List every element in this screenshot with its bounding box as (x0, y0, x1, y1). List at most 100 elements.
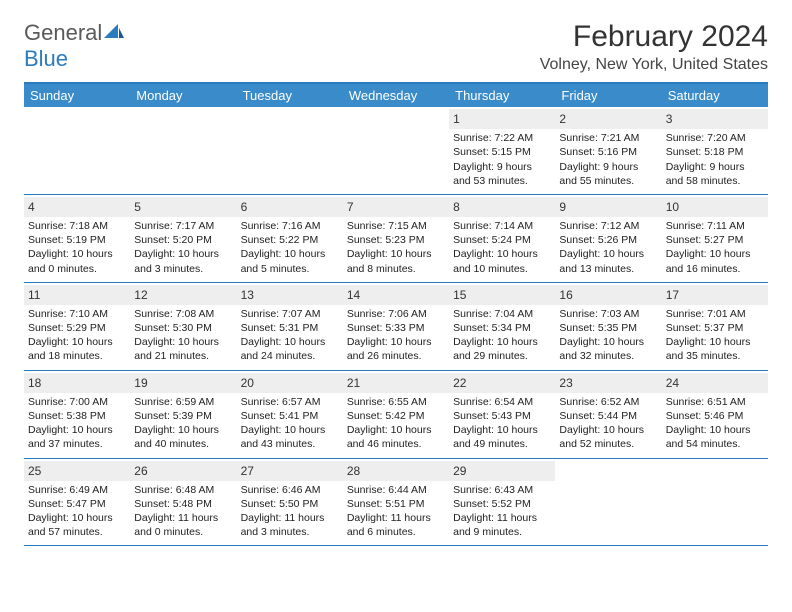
day-detail: Sunrise: 7:16 AM (241, 219, 339, 233)
day-detail: Daylight: 9 hours (453, 160, 551, 174)
day-detail: and 40 minutes. (134, 437, 232, 451)
day-header-sun: Sunday (24, 84, 130, 107)
title-block: February 2024 Volney, New York, United S… (540, 20, 768, 74)
day-detail: Sunset: 5:38 PM (28, 409, 126, 423)
day-number: 22 (449, 373, 555, 393)
weeks-container: ....1Sunrise: 7:22 AMSunset: 5:15 PMDayl… (24, 107, 768, 546)
day-detail: and 58 minutes. (666, 174, 764, 188)
day-cell: 19Sunrise: 6:59 AMSunset: 5:39 PMDayligh… (130, 371, 236, 458)
day-detail: Sunset: 5:20 PM (134, 233, 232, 247)
day-detail: and 46 minutes. (347, 437, 445, 451)
day-detail: Sunset: 5:23 PM (347, 233, 445, 247)
day-cell: 4Sunrise: 7:18 AMSunset: 5:19 PMDaylight… (24, 195, 130, 282)
day-cell: 24Sunrise: 6:51 AMSunset: 5:46 PMDayligh… (662, 371, 768, 458)
day-detail: Sunrise: 7:07 AM (241, 307, 339, 321)
week-row: 4Sunrise: 7:18 AMSunset: 5:19 PMDaylight… (24, 195, 768, 283)
day-detail: Daylight: 11 hours (347, 511, 445, 525)
day-header-thu: Thursday (449, 84, 555, 107)
day-detail: Daylight: 10 hours (134, 423, 232, 437)
day-headers: Sunday Monday Tuesday Wednesday Thursday… (24, 84, 768, 107)
week-row: 11Sunrise: 7:10 AMSunset: 5:29 PMDayligh… (24, 283, 768, 371)
day-detail: and 37 minutes. (28, 437, 126, 451)
day-number: 3 (662, 109, 768, 129)
day-number: 28 (343, 461, 449, 481)
day-detail: and 21 minutes. (134, 349, 232, 363)
day-number: 11 (24, 285, 130, 305)
day-number: 23 (555, 373, 661, 393)
day-detail: Sunrise: 7:03 AM (559, 307, 657, 321)
day-detail: Sunrise: 7:18 AM (28, 219, 126, 233)
day-cell: . (662, 459, 768, 546)
day-detail: and 35 minutes. (666, 349, 764, 363)
day-detail: Sunrise: 7:01 AM (666, 307, 764, 321)
day-detail: Daylight: 10 hours (559, 423, 657, 437)
day-detail: Sunset: 5:33 PM (347, 321, 445, 335)
day-cell: 1Sunrise: 7:22 AMSunset: 5:15 PMDaylight… (449, 107, 555, 194)
day-detail: Sunset: 5:42 PM (347, 409, 445, 423)
day-detail: Daylight: 10 hours (559, 247, 657, 261)
day-detail: and 6 minutes. (347, 525, 445, 539)
day-cell: 22 Sunrise: 6:54 AMSunset: 5:43 PMDayligh… (449, 371, 555, 458)
day-cell: 26 Sunrise: 6:48 AMSunset: 5:48 PMDayligh… (130, 459, 236, 546)
day-detail: and 55 minutes. (559, 174, 657, 188)
day-detail: Sunset: 5:15 PM (453, 145, 551, 159)
location: Volney, New York, United States (540, 56, 768, 74)
day-detail: Sunrise: 7:15 AM (347, 219, 445, 233)
day-detail: Sunset: 5:29 PM (28, 321, 126, 335)
day-number: 8 (449, 197, 555, 217)
day-detail: Daylight: 10 hours (347, 247, 445, 261)
day-detail: Daylight: 11 hours (453, 511, 551, 525)
day-number: 26 (130, 461, 236, 481)
day-detail: Sunrise: 6:54 AM (453, 395, 551, 409)
day-cell: 15Sunrise: 7:04 AMSunset: 5:34 PMDayligh… (449, 283, 555, 370)
day-cell: . (555, 459, 661, 546)
day-number: 16 (555, 285, 661, 305)
day-detail: Sunset: 5:48 PM (134, 497, 232, 511)
day-number: 4 (24, 197, 130, 217)
day-detail: Daylight: 11 hours (241, 511, 339, 525)
day-detail: Sunrise: 6:51 AM (666, 395, 764, 409)
day-detail: and 53 minutes. (453, 174, 551, 188)
day-detail: Daylight: 11 hours (134, 511, 232, 525)
day-detail: Sunset: 5:39 PM (134, 409, 232, 423)
day-detail: Daylight: 10 hours (453, 423, 551, 437)
day-detail: and 0 minutes. (134, 525, 232, 539)
day-detail: Sunrise: 6:43 AM (453, 483, 551, 497)
day-detail: Sunrise: 7:17 AM (134, 219, 232, 233)
day-detail: and 13 minutes. (559, 262, 657, 276)
day-detail: Sunset: 5:47 PM (28, 497, 126, 511)
week-row: 18Sunrise: 7:00 AMSunset: 5:38 PMDayligh… (24, 371, 768, 459)
week-row: 25Sunrise: 6:49 AMSunset: 5:47 PMDayligh… (24, 459, 768, 547)
day-detail: Daylight: 10 hours (134, 247, 232, 261)
day-cell: 25Sunrise: 6:49 AMSunset: 5:47 PMDayligh… (24, 459, 130, 546)
day-number: 9 (555, 197, 661, 217)
day-detail: Sunset: 5:52 PM (453, 497, 551, 511)
day-detail: Sunrise: 6:48 AM (134, 483, 232, 497)
day-detail: Sunset: 5:43 PM (453, 409, 551, 423)
day-detail: Sunset: 5:16 PM (559, 145, 657, 159)
day-detail: and 16 minutes. (666, 262, 764, 276)
day-number: 27 (237, 461, 343, 481)
header: GeneralBlue February 2024 Volney, New Yo… (24, 20, 768, 74)
day-detail: Sunrise: 7:20 AM (666, 131, 764, 145)
day-cell: 20Sunrise: 6:57 AMSunset: 5:41 PMDayligh… (237, 371, 343, 458)
day-detail: Daylight: 10 hours (241, 335, 339, 349)
week-row: ....1Sunrise: 7:22 AMSunset: 5:15 PMDayl… (24, 107, 768, 195)
day-cell: 13Sunrise: 7:07 AMSunset: 5:31 PMDayligh… (237, 283, 343, 370)
calendar: Sunday Monday Tuesday Wednesday Thursday… (24, 82, 768, 546)
day-detail: and 8 minutes. (347, 262, 445, 276)
day-detail: Sunset: 5:44 PM (559, 409, 657, 423)
day-cell: . (130, 107, 236, 194)
day-cell: 12Sunrise: 7:08 AMSunset: 5:30 PMDayligh… (130, 283, 236, 370)
day-cell: . (24, 107, 130, 194)
day-cell: 29Sunrise: 6:43 AMSunset: 5:52 PMDayligh… (449, 459, 555, 546)
day-number: 17 (662, 285, 768, 305)
day-number: 13 (237, 285, 343, 305)
day-detail: Daylight: 10 hours (666, 423, 764, 437)
calendar-page: GeneralBlue February 2024 Volney, New Yo… (0, 0, 792, 546)
day-detail: Sunset: 5:51 PM (347, 497, 445, 511)
day-cell: . (343, 107, 449, 194)
day-cell: 5Sunrise: 7:17 AMSunset: 5:20 PMDaylight… (130, 195, 236, 282)
day-detail: Sunset: 5:37 PM (666, 321, 764, 335)
day-detail: Sunset: 5:30 PM (134, 321, 232, 335)
